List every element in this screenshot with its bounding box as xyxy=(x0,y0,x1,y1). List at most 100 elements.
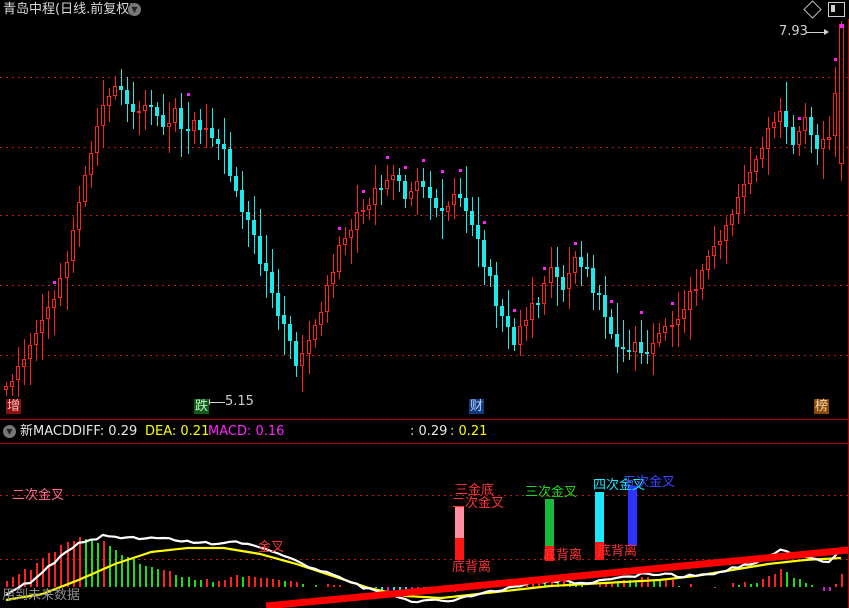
macd-histogram-bar xyxy=(768,576,770,587)
chevron-down-icon[interactable]: ▼ xyxy=(128,3,141,16)
macd-histogram-bar xyxy=(393,587,395,590)
candle-body xyxy=(276,293,280,316)
candle-body xyxy=(65,262,69,278)
macd-histogram-bar xyxy=(635,581,637,587)
candle-body xyxy=(688,291,692,310)
candle-body xyxy=(591,268,595,293)
macd-diff-value: DIFF: 0.29 xyxy=(72,424,138,439)
candle-body xyxy=(300,353,304,366)
macd-histogram-bar xyxy=(750,584,752,587)
candle-body xyxy=(736,197,740,214)
candle-body xyxy=(216,139,220,144)
candle-body xyxy=(833,93,837,136)
macd-histogram-bar xyxy=(841,574,843,587)
macd-chart-pane[interactable]: 二次金叉 金叉 三金底 二次金叉 三次金叉 四次金叉 五次金叉 底背离 底背离 底背离 xyxy=(0,444,849,608)
macd-secondary-diff: : 0.29 xyxy=(410,424,448,439)
watermark-bang: 榜 xyxy=(814,399,830,414)
macd-histogram-bar xyxy=(672,580,674,587)
candle-body xyxy=(524,320,528,326)
price-chart-pane[interactable]: 7.93 5.15 增 跌 财 榜 xyxy=(0,19,849,418)
high-marker-dot xyxy=(441,170,444,173)
macd-histogram-bar xyxy=(12,577,14,587)
candle-body xyxy=(349,230,353,238)
candle-body xyxy=(307,340,311,354)
high-marker-dot xyxy=(610,300,613,303)
macd-histogram-bar xyxy=(284,581,286,587)
candle-wick xyxy=(417,168,418,215)
gridline xyxy=(0,147,849,148)
candle-body xyxy=(778,111,782,122)
page-title: 青岛中程(日线.前复权) xyxy=(3,2,135,17)
high-price-label: 7.93 xyxy=(779,24,808,39)
high-marker-dot xyxy=(834,58,837,61)
candle-wick xyxy=(647,330,648,364)
macd-lines xyxy=(5,533,849,608)
candle-body xyxy=(724,225,728,241)
candle-body xyxy=(555,267,559,277)
macd-histogram-bar xyxy=(266,578,268,587)
candle-body xyxy=(639,342,643,353)
candle-body xyxy=(397,175,401,181)
candle-body xyxy=(155,107,159,116)
chevron-down-icon[interactable]: ▼ xyxy=(3,425,16,438)
macd-histogram-bar xyxy=(30,570,32,587)
macd-annotation-label: 底背离 xyxy=(543,548,583,563)
macd-signal-marker xyxy=(455,538,464,560)
candle-body xyxy=(270,272,274,293)
candle-body xyxy=(663,326,667,333)
macd-histogram-bar xyxy=(405,587,407,591)
watermark-die: 跌 xyxy=(194,399,210,414)
macd-histogram-bar xyxy=(786,572,788,587)
candle-body xyxy=(512,327,516,345)
candle-body xyxy=(222,144,226,149)
macd-histogram-bar xyxy=(36,563,38,587)
candle-body xyxy=(179,108,183,129)
restore-window-icon[interactable] xyxy=(828,2,845,17)
candle-body xyxy=(458,194,462,198)
macd-histogram-bar xyxy=(799,579,801,587)
macd-histogram-bar xyxy=(774,574,776,587)
candle-body xyxy=(264,263,268,271)
candle-body xyxy=(579,257,583,267)
candle-body xyxy=(228,149,232,176)
diamond-icon[interactable] xyxy=(803,0,822,19)
candle-body xyxy=(403,181,407,199)
candle-body xyxy=(71,230,75,261)
macd-histogram-bar xyxy=(224,580,226,587)
candle-body xyxy=(125,90,129,104)
candle-body xyxy=(143,105,147,111)
macd-annotation-label: 底背离 xyxy=(598,544,638,559)
watermark-zeng: 增 xyxy=(6,399,22,414)
high-marker-dot xyxy=(422,159,425,162)
candle-body xyxy=(149,105,153,107)
macd-histogram-bar xyxy=(732,583,734,587)
candle-wick xyxy=(284,296,285,355)
candle-body xyxy=(839,24,844,164)
macd-histogram-bar xyxy=(121,555,123,587)
macd-histogram-bar xyxy=(690,584,692,587)
macd-histogram-bar xyxy=(327,584,329,587)
candle-wick xyxy=(351,219,352,264)
macd-histogram-bar xyxy=(97,543,99,587)
candle-body xyxy=(603,295,607,317)
candle-body xyxy=(573,257,577,273)
candle-wick xyxy=(538,297,539,318)
macd-histogram-bar xyxy=(151,567,153,587)
candle-body xyxy=(772,122,776,128)
candle-body xyxy=(434,198,438,208)
macd-annotation-label: 三金底 xyxy=(455,483,495,498)
macd-histogram-bar xyxy=(24,569,26,587)
candle-body xyxy=(760,148,764,159)
macd-histogram-bar xyxy=(339,585,341,587)
candle-body xyxy=(186,129,190,131)
candle-body xyxy=(258,236,262,264)
candle-body xyxy=(803,117,807,131)
candle-body xyxy=(567,273,571,289)
macd-histogram-bar xyxy=(714,587,716,588)
candle-body xyxy=(506,316,510,327)
high-marker-dot xyxy=(543,267,546,270)
candle-wick xyxy=(750,148,751,194)
macd-histogram-bar xyxy=(296,582,298,587)
macd-histogram-bar xyxy=(399,587,401,591)
